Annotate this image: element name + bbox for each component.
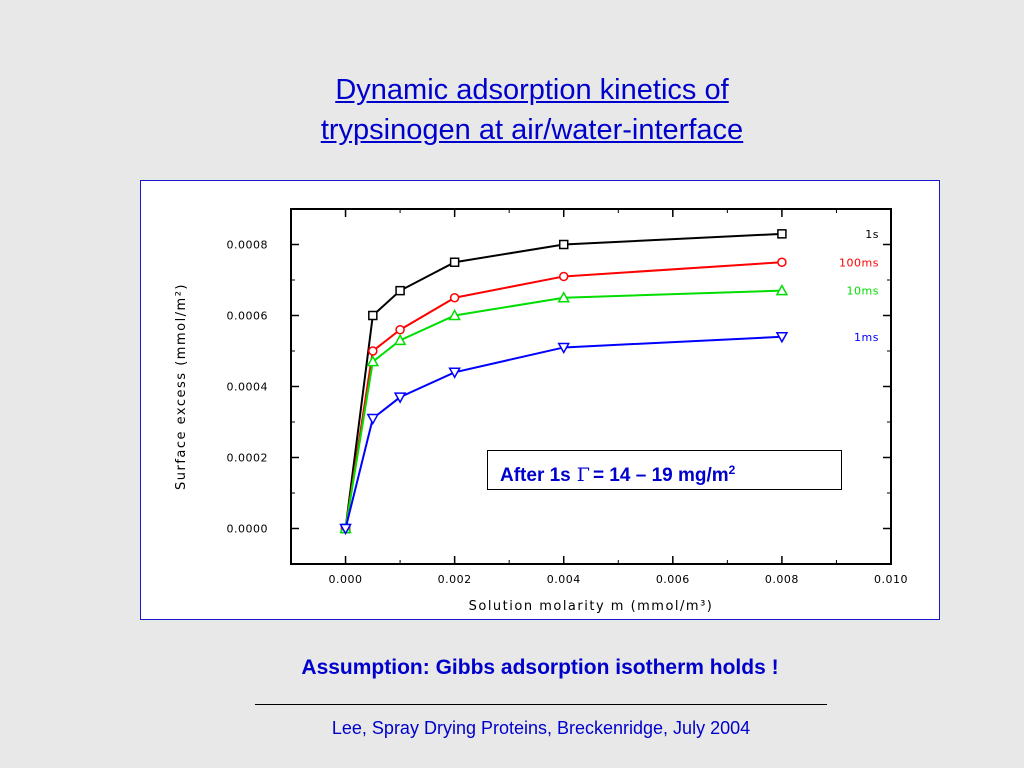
data-point-10ms <box>448 308 461 321</box>
callout-prefix: After 1s <box>500 465 571 486</box>
x-tick-label: 0.008 <box>765 573 799 586</box>
chart-frame: 0.000 0.002 0.004 0.006 0.008 0.010 0.0000 0.00… <box>140 180 940 620</box>
series-label-100ms: 100ms <box>839 256 879 269</box>
data-point-100ms <box>395 324 405 335</box>
data-point-10ms <box>393 333 407 346</box>
data-point-1ms <box>393 392 407 404</box>
divider-line <box>255 704 827 705</box>
data-point-100ms <box>558 271 569 282</box>
series-line-1ms <box>344 335 782 529</box>
data-point-1ms <box>339 523 352 536</box>
y-tick-label: 0.0004 <box>227 381 269 394</box>
series-label-10ms: 10ms <box>847 285 879 298</box>
x-tick-label: 0.002 <box>438 573 472 586</box>
callout-value: = 14 – 19 mg/m <box>592 465 729 486</box>
plot-frame <box>290 208 892 565</box>
data-point-1s <box>395 285 405 296</box>
data-point-100ms <box>777 257 787 267</box>
data-point-1ms <box>557 342 571 354</box>
adsorption-chart: 0.000 0.002 0.004 0.006 0.008 0.010 0.0000 0.00… <box>174 208 908 614</box>
assumption-text: Assumption: Gibbs adsorption isotherm ho… <box>301 656 779 679</box>
y-tick-label: 0.0000 <box>227 523 269 536</box>
x-tick-label: 0.004 <box>547 573 581 586</box>
series-label-1ms: 1ms <box>854 331 879 344</box>
data-point-100ms <box>368 346 378 356</box>
series-line-10ms <box>344 289 782 529</box>
gamma-symbol: Γ <box>576 464 590 486</box>
data-point-10ms <box>366 355 380 367</box>
x-tick-label: 0.006 <box>656 573 690 586</box>
data-point-1ms <box>448 367 461 379</box>
y-tick-label: 0.0006 <box>227 310 269 323</box>
data-point-1s <box>777 229 787 239</box>
y-tick-label: 0.0002 <box>227 452 269 465</box>
data-point-1ms <box>775 332 789 344</box>
series-line-100ms <box>344 261 782 529</box>
data-point-1ms <box>366 413 380 425</box>
callout-box: After 1s Γ = 14 – 19 mg/m2 <box>487 450 842 490</box>
data-point-1s <box>558 239 569 250</box>
slide-title: Dynamic adsorption kinetics of trypsinog… <box>0 70 1024 150</box>
data-point-10ms <box>557 291 571 303</box>
x-tick-label: 0.000 <box>329 573 363 586</box>
x-axis-label: Solution molarity m (mmol/m³) <box>469 599 714 614</box>
callout-exponent: 2 <box>728 463 736 477</box>
x-tick-label: 0.010 <box>874 573 908 586</box>
series-label-1s: 1s <box>865 228 879 241</box>
y-tick-label: 0.0008 <box>227 239 269 252</box>
data-point-100ms <box>449 293 460 303</box>
footer-citation: Lee, Spray Drying Proteins, Breckenridge… <box>331 718 751 738</box>
slide-title-line-1: Dynamic adsorption kinetics of <box>335 74 729 106</box>
y-axis-label: Surface excess (mmol/m²) <box>174 283 189 490</box>
data-point-1s <box>368 310 378 321</box>
slide-title-line-2: trypsinogen at air/water-interface <box>320 114 744 146</box>
data-point-1s <box>449 257 460 267</box>
data-point-10ms <box>775 284 789 296</box>
